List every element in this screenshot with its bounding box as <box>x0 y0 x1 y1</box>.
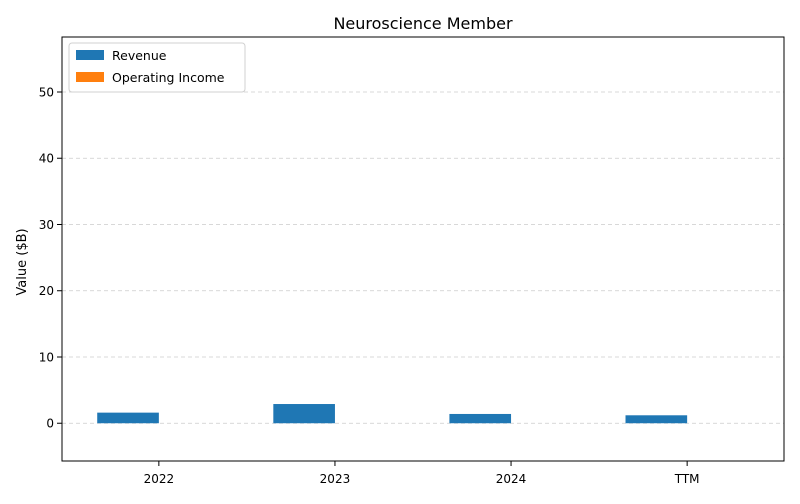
y-tick-label: 50 <box>39 85 54 99</box>
legend-label: Operating Income <box>112 70 225 85</box>
revenue-bar <box>97 412 159 424</box>
y-tick-label: 40 <box>39 152 54 166</box>
y-tick-label: 0 <box>46 417 54 431</box>
legend-swatch <box>76 50 104 60</box>
gridlines <box>62 91 784 424</box>
revenue-bar <box>273 404 335 424</box>
y-tick-label: 20 <box>39 284 54 298</box>
x-tick-label: 2023 <box>320 472 351 486</box>
legend-label: Revenue <box>112 48 167 63</box>
y-tick-label: 10 <box>39 350 54 364</box>
plot-frame <box>61 36 785 462</box>
revenue-bar <box>625 415 688 424</box>
legend-swatch <box>76 72 104 82</box>
legend: Revenue Operating Income <box>68 42 246 93</box>
x-tick-label: 2024 <box>496 472 527 486</box>
bars <box>97 404 688 424</box>
x-tick-label: 2022 <box>144 472 175 486</box>
chart-title: Neuroscience Member <box>333 14 512 33</box>
revenue-bar <box>449 413 512 424</box>
legend-box <box>68 42 246 93</box>
y-tick-label: 30 <box>39 218 54 232</box>
x-axis-ticks: 2022 2023 2024 TTM <box>144 461 700 486</box>
y-axis-ticks: 0 10 20 30 40 50 <box>39 85 62 431</box>
x-tick-label: TTM <box>674 472 700 486</box>
y-axis-label: Value ($B) <box>15 228 30 295</box>
